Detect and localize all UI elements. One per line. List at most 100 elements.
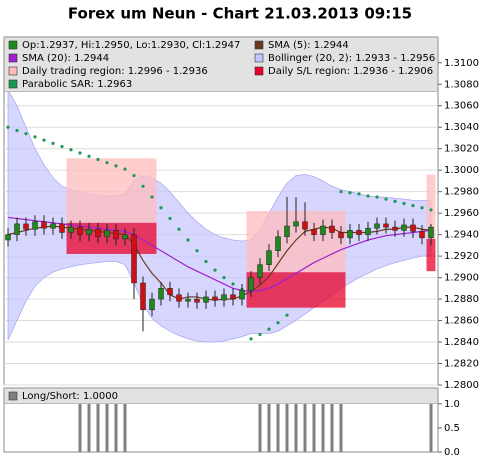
y-tick-label: 1.2860: [444, 316, 479, 327]
y-tick-label: 1.2800: [444, 380, 479, 391]
region: [246, 211, 256, 273]
y-tick-label: 1.2920: [444, 251, 479, 262]
candle-body: [50, 223, 56, 229]
region: [291, 211, 301, 273]
candle-body: [212, 296, 218, 301]
candle-body: [320, 225, 326, 235]
candle-body: [77, 226, 83, 235]
candle-body: [23, 223, 29, 230]
region: [102, 158, 112, 223]
sar-dot: [213, 268, 217, 272]
sar-dot: [177, 227, 181, 231]
region: [300, 272, 310, 308]
region: [291, 272, 301, 308]
y-tick-label: 1.3100: [444, 58, 479, 69]
sar-dot: [222, 275, 226, 280]
candle-body: [59, 223, 65, 233]
y-tick-label: 0.0: [444, 447, 460, 457]
legend-swatch: [254, 40, 264, 50]
bar: [258, 403, 262, 452]
y-tick-label: 1.0: [444, 399, 460, 410]
candle-body: [41, 221, 47, 229]
candle-body: [383, 223, 389, 228]
region: [255, 211, 265, 273]
legend-label: SMA (5): 1.2944: [268, 40, 349, 51]
sar-dot: [357, 192, 361, 196]
sar-dot: [33, 135, 37, 139]
sar-dot: [249, 337, 253, 341]
sar-dot: [204, 259, 208, 264]
sar-dot: [348, 191, 352, 195]
candle-body: [311, 229, 317, 235]
candle-body: [284, 225, 290, 238]
sar-dot: [411, 204, 415, 208]
region: [336, 272, 346, 308]
region: [138, 158, 148, 223]
candle-body: [5, 234, 11, 241]
y-tick-label: 1.2880: [444, 294, 479, 305]
sar-dot: [276, 321, 280, 325]
legend-label: Bollinger (20, 2): 1.2933 - 1.2956: [268, 53, 435, 64]
candle-body: [14, 223, 20, 235]
sar-dot: [195, 249, 199, 253]
region: [282, 272, 292, 308]
y-tick-label: 1.2900: [444, 273, 479, 284]
legend-label: Daily S/L region: 1.2936 - 1.2906: [268, 66, 433, 77]
candle-body: [167, 288, 173, 296]
sar-dot: [24, 132, 28, 136]
y-tick-label: 1.3020: [444, 144, 479, 155]
candle-body: [266, 250, 272, 265]
legend-label: Daily trading region: 1.2996 - 1.2936: [22, 66, 208, 77]
sar-dot: [375, 195, 379, 199]
candle-body: [275, 236, 281, 251]
legend-label: SMA (20): 1.2944: [22, 53, 109, 64]
sar-dot: [231, 282, 235, 286]
sar-dot: [114, 164, 118, 168]
legend-swatch: [254, 53, 264, 63]
candle-body: [122, 234, 128, 240]
region: [75, 158, 85, 223]
bar: [114, 403, 118, 452]
region: [138, 222, 148, 254]
candle-body: [86, 229, 92, 235]
sar-dot: [132, 173, 136, 178]
candle-body: [158, 288, 164, 300]
legend-box: [4, 388, 438, 404]
region: [129, 158, 139, 223]
region: [147, 222, 157, 254]
legend-label: Op:1.2937, Hi:1.2950, Lo:1.2930, Cl:1.29…: [22, 40, 240, 51]
y-tick-label: 1.3000: [444, 165, 479, 176]
legend-box: [4, 37, 438, 92]
candle-body: [221, 294, 227, 301]
sar-dot: [267, 327, 271, 331]
sar-dot: [78, 151, 82, 155]
legend-swatch: [8, 391, 18, 401]
candle-body: [176, 294, 182, 302]
sar-dot: [123, 167, 127, 171]
region: [318, 211, 328, 273]
bar: [105, 403, 109, 452]
candle-body: [302, 221, 308, 230]
bar: [303, 403, 307, 452]
region: [309, 211, 319, 273]
sar-dot: [258, 332, 262, 337]
region: [111, 158, 121, 223]
sar-dot: [339, 190, 343, 194]
candle-body: [293, 221, 299, 227]
bar: [339, 403, 343, 452]
candle-body: [131, 234, 137, 284]
sar-dot: [186, 238, 190, 242]
bar: [285, 403, 289, 452]
sar-dot: [393, 199, 397, 203]
candle-body: [113, 230, 119, 240]
candle-body: [95, 229, 101, 238]
candle-body: [338, 232, 344, 239]
region: [309, 272, 319, 308]
sar-dot: [60, 144, 64, 149]
indicator-line: [7, 216, 432, 293]
y-tick-label: 1.2840: [444, 337, 479, 348]
region: [318, 272, 328, 308]
legend-swatch: [8, 79, 18, 89]
